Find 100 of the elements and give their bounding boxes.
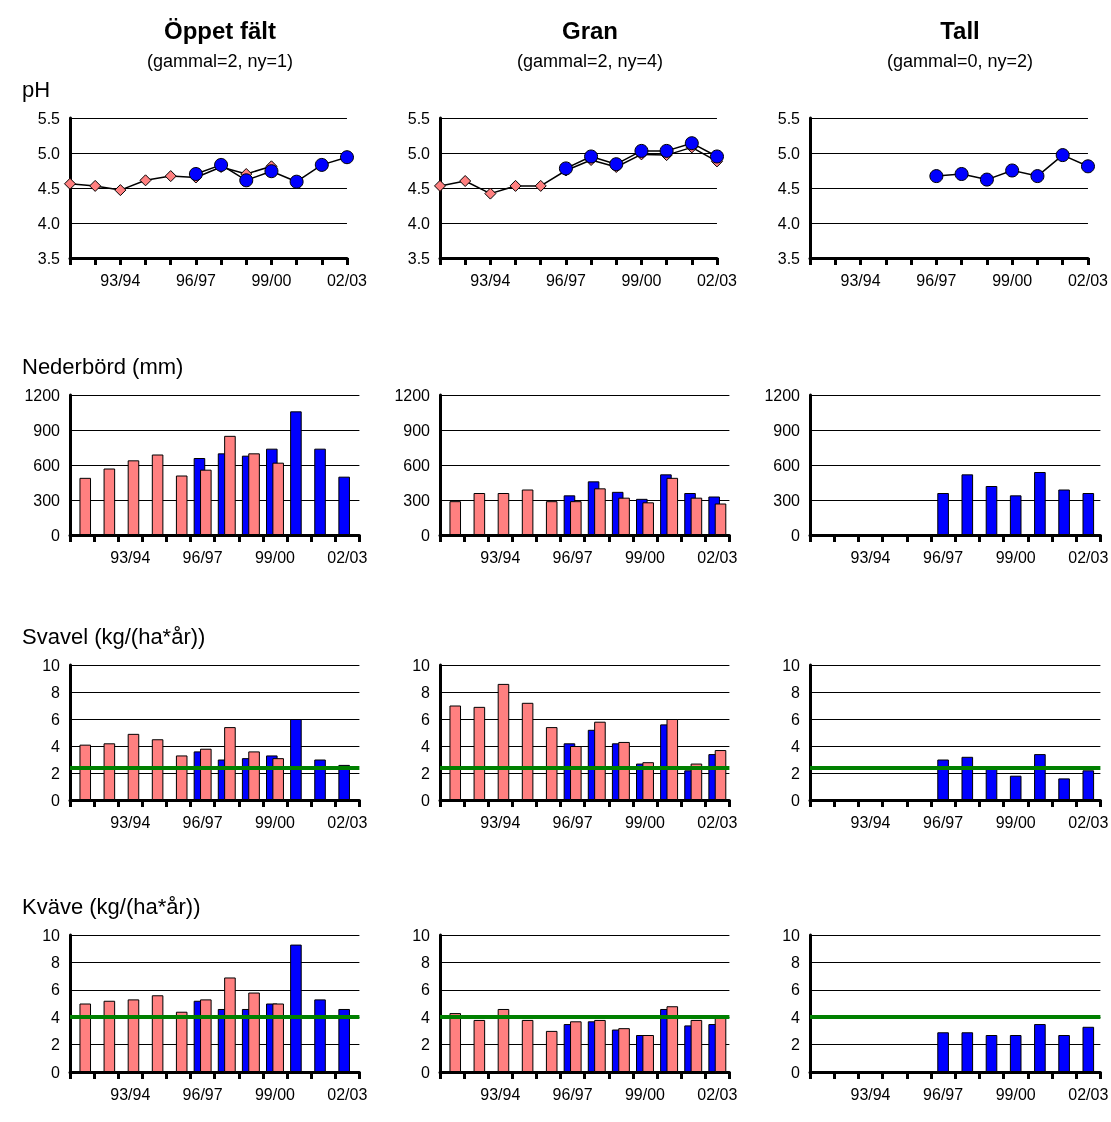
y-tick-label: 8 (791, 953, 801, 971)
x-tick-label: 02/03 (697, 813, 738, 831)
x-tick-label: 99/00 (995, 813, 1036, 831)
y-tick-label: 0 (421, 526, 431, 544)
y-tick-label: 3.5 (37, 249, 61, 267)
y-tick-label: 0 (51, 791, 61, 809)
x-tick-label: 93/94 (850, 1085, 891, 1103)
x-tick-label: 99/00 (251, 271, 292, 289)
y-axis-title: Svavel (kg/(ha*år)) (22, 623, 206, 649)
y-axis-title: Kväve (kg/(ha*år)) (22, 893, 201, 919)
y-tick-label: 300 (33, 491, 61, 509)
y-tick-label: 8 (421, 953, 431, 971)
x-tick-label: 96/97 (552, 548, 593, 566)
y-tick-label: 5.0 (777, 144, 801, 162)
y-tick-label: 6 (421, 981, 431, 999)
x-tick-label: 99/00 (254, 548, 296, 566)
y-tick-label: 4 (791, 1008, 801, 1026)
y-tick-label: 6 (791, 710, 801, 728)
y-tick-label: 4.0 (777, 214, 801, 232)
y-tick-label: 0 (51, 1063, 61, 1081)
x-tick-label: 99/00 (992, 271, 1033, 289)
x-tick-label: 93/94 (850, 548, 891, 566)
chart-title: Öppet fält (164, 16, 276, 44)
y-tick-label: 2 (421, 1036, 431, 1054)
y-tick-label: 1200 (394, 386, 431, 404)
chart-subtitle: (gammal=0, ny=2) (886, 51, 1034, 71)
y-tick-label: 4.5 (777, 179, 801, 197)
y-tick-label: 600 (403, 456, 431, 474)
x-tick-label: 99/00 (624, 1085, 666, 1103)
y-tick-label: 10 (412, 926, 431, 944)
y-tick-label: 2 (421, 764, 431, 782)
y-tick-label: 6 (791, 981, 801, 999)
y-tick-label: 3.5 (777, 249, 801, 267)
y-tick-label: 3.5 (407, 249, 431, 267)
x-tick-label: 93/94 (110, 1085, 151, 1103)
x-tick-label: 99/00 (624, 813, 666, 831)
x-tick-label: 99/00 (621, 271, 662, 289)
x-tick-label: 99/00 (254, 1085, 296, 1103)
x-tick-label: 96/97 (175, 271, 217, 289)
y-tick-label: 10 (42, 926, 61, 944)
y-tick-label: 4 (51, 737, 61, 755)
y-tick-label: 5.0 (407, 144, 431, 162)
x-tick-label: 96/97 (552, 1085, 593, 1103)
x-tick-label: 96/97 (182, 548, 223, 566)
x-tick-label: 02/03 (327, 548, 368, 566)
x-tick-label: 02/03 (1067, 271, 1109, 289)
x-tick-label: 93/94 (110, 548, 151, 566)
chart-subtitle: (gammal=2, ny=4) (516, 51, 664, 71)
y-tick-label: 2 (51, 764, 61, 782)
chart-title: Tall (940, 16, 980, 44)
y-tick-label: 10 (412, 656, 431, 674)
x-tick-label: 02/03 (1068, 813, 1109, 831)
y-axis-title: Nederbörd (mm) (22, 353, 184, 379)
y-tick-label: 5.5 (37, 109, 61, 127)
y-tick-label: 0 (791, 526, 801, 544)
y-tick-label: 300 (773, 491, 801, 509)
x-tick-label: 96/97 (923, 548, 964, 566)
y-tick-label: 6 (51, 710, 61, 728)
x-tick-label: 02/03 (327, 1085, 368, 1103)
y-tick-label: 900 (773, 421, 801, 439)
y-tick-label: 600 (773, 456, 801, 474)
y-tick-label: 4.0 (407, 214, 431, 232)
y-axis-title: pH (22, 76, 51, 102)
chart-title: Gran (561, 16, 619, 44)
x-tick-label: 99/00 (254, 813, 296, 831)
y-tick-label: 10 (782, 656, 801, 674)
x-tick-label: 99/00 (995, 1085, 1036, 1103)
x-tick-label: 02/03 (1068, 548, 1109, 566)
y-tick-label: 900 (33, 421, 61, 439)
chart-subtitle: (gammal=2, ny=1) (146, 51, 294, 71)
y-tick-label: 2 (791, 764, 801, 782)
x-tick-label: 93/94 (480, 813, 521, 831)
y-tick-label: 6 (421, 710, 431, 728)
x-tick-label: 93/94 (470, 271, 511, 289)
x-tick-label: 99/00 (624, 548, 666, 566)
y-tick-label: 4 (421, 1008, 431, 1026)
x-tick-label: 96/97 (916, 271, 957, 289)
x-tick-label: 93/94 (480, 548, 521, 566)
y-tick-label: 4 (51, 1008, 61, 1026)
y-tick-label: 300 (403, 491, 431, 509)
y-tick-label: 1200 (24, 386, 61, 404)
y-tick-label: 600 (33, 456, 61, 474)
y-tick-label: 5.5 (777, 109, 801, 127)
y-tick-label: 6 (51, 981, 61, 999)
y-tick-label: 900 (403, 421, 431, 439)
y-tick-label: 0 (51, 526, 61, 544)
x-tick-label: 96/97 (182, 1085, 223, 1103)
y-tick-label: 0 (421, 1063, 431, 1081)
x-tick-label: 96/97 (182, 813, 223, 831)
y-tick-label: 2 (791, 1036, 801, 1054)
y-tick-label: 8 (421, 683, 431, 701)
x-tick-label: 96/97 (545, 271, 587, 289)
x-tick-label: 02/03 (326, 271, 368, 289)
x-tick-label: 02/03 (697, 548, 738, 566)
y-tick-label: 10 (782, 926, 801, 944)
x-tick-label: 93/94 (100, 271, 141, 289)
x-tick-label: 02/03 (696, 271, 738, 289)
y-tick-label: 0 (791, 791, 801, 809)
x-tick-label: 99/00 (995, 548, 1036, 566)
y-tick-label: 5.0 (37, 144, 61, 162)
